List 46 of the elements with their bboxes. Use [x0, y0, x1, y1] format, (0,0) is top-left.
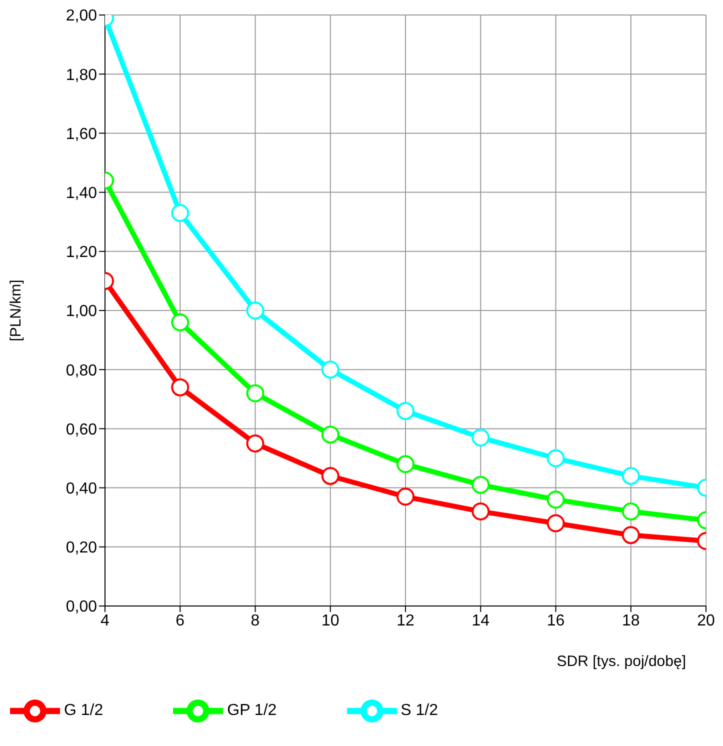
- y-tick-label: 0,40: [66, 480, 98, 498]
- point: [622, 502, 640, 520]
- y-tick-label: 0,60: [66, 421, 98, 438]
- y-tick-label: 0,00: [66, 598, 98, 616]
- y-tick-label: 0,80: [66, 362, 98, 380]
- legend-label: S 1/2: [400, 702, 438, 720]
- x-tick-label: 6: [176, 612, 185, 630]
- x-tick-label: 8: [250, 612, 260, 630]
- point: [396, 402, 414, 420]
- x-tick-label: 18: [622, 612, 640, 630]
- x-tick-label: 16: [546, 612, 565, 630]
- legend-label: G 1/2: [64, 702, 104, 720]
- point: [321, 360, 340, 379]
- point: [546, 490, 565, 509]
- point: [472, 476, 490, 494]
- point: [472, 428, 490, 447]
- y-axis-title: [PLN/km]: [7, 280, 24, 342]
- x-tick-label: 14: [472, 612, 490, 630]
- point: [546, 514, 565, 532]
- legend-label: GP 1/2: [227, 702, 277, 720]
- point: [171, 204, 190, 222]
- point: [622, 466, 640, 485]
- point: [622, 526, 640, 544]
- point: [171, 378, 190, 396]
- y-tick-label: 1,00: [66, 303, 98, 320]
- point: [321, 466, 340, 485]
- x-axis-title: SDR [tys. poj/dobę]: [556, 653, 686, 670]
- x-tick-label: 10: [321, 612, 340, 630]
- x-tick-label: 12: [396, 612, 414, 630]
- y-tick-label: 1,40: [66, 184, 98, 202]
- y-tick-label: 1,20: [66, 244, 98, 262]
- point: [321, 426, 340, 444]
- point: [246, 384, 264, 402]
- y-tick-label: 2,00: [66, 8, 98, 25]
- x-tick-label: 4: [100, 612, 110, 630]
- x-tick-label: 20: [697, 612, 715, 630]
- y-tick-label: 0,20: [66, 540, 98, 557]
- point: [546, 449, 565, 468]
- point: [396, 455, 414, 474]
- y-tick-label: 1,80: [66, 66, 98, 84]
- point: [171, 313, 190, 332]
- point: [396, 488, 414, 506]
- point: [246, 434, 264, 452]
- point: [472, 502, 490, 520]
- point: [246, 302, 264, 320]
- y-tick-label: 1,60: [66, 126, 98, 143]
